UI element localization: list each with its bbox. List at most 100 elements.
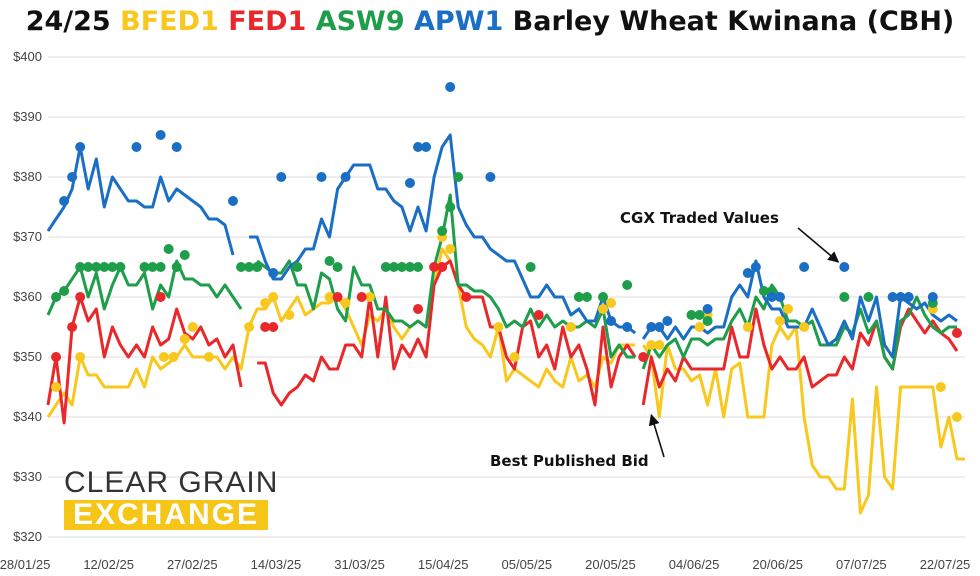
x-tick-label: 31/03/25 (334, 557, 385, 572)
traded-value-dot (445, 244, 456, 254)
traded-value-dot (51, 352, 62, 362)
traded-value-dot (316, 172, 327, 182)
title-part-0: 24/25 (25, 6, 121, 37)
traded-value-dot (332, 262, 343, 272)
traded-value-dot (903, 292, 914, 302)
traded-value-dot (131, 142, 142, 152)
traded-value-dot (244, 262, 255, 272)
x-axis: 28/01/25 12/02/25 27/02/25 14/03/25 31/03/25… (0, 557, 970, 572)
traded-value-dot (453, 172, 464, 182)
traded-value-dot (951, 328, 962, 338)
traded-value-dot (268, 268, 279, 278)
traded-value-dot (799, 322, 810, 332)
traded-value-dot (750, 262, 761, 272)
traded-value-dot (662, 316, 673, 326)
traded-value-dot (766, 292, 777, 302)
traded-value-dot (461, 292, 472, 302)
title-part-3: ASW9 (315, 6, 415, 37)
traded-value-dot (276, 172, 287, 182)
traded-value-dot (404, 262, 415, 272)
traded-value-dot (67, 322, 78, 332)
chart-title: 24/25 BFED1 FED1 ASW9 APW1 Barley Wheat … (0, 6, 980, 37)
traded-value-dot (694, 310, 705, 320)
traded-value-dot (646, 340, 657, 350)
traded-value-dot (573, 292, 584, 302)
traded-value-dot (509, 352, 520, 362)
traded-value-dot (91, 262, 102, 272)
traded-value-dot (59, 196, 70, 206)
x-tick-label: 07/07/25 (836, 557, 887, 572)
traded-value-dot (493, 322, 504, 332)
y-axis: $320 $330 $340 $350 $360 $370 $380 $390 $400 (13, 49, 42, 544)
traded-value-dot (356, 292, 367, 302)
y-tick-label: $370 (13, 229, 42, 244)
traded-value-dot (654, 322, 665, 332)
traded-value-dot (260, 298, 271, 308)
traded-value-dot (155, 130, 166, 140)
y-tick-label: $380 (13, 169, 42, 184)
traded-value-dot (67, 172, 78, 182)
traded-value-dot (598, 292, 609, 302)
traded-value-dot (839, 262, 850, 272)
traded-value-dot (429, 262, 440, 272)
clear-grain-exchange-logo: CLEAR GRAIN EXCHANGE (64, 466, 279, 530)
traded-value-dot (413, 304, 424, 314)
traded-value-dot (155, 262, 166, 272)
annotation-cgx-traded: CGX Traded Values (620, 209, 779, 227)
traded-value-dot (895, 292, 906, 302)
traded-value-dot (380, 262, 391, 272)
traded-value-dot (340, 298, 351, 308)
traded-value-dot (799, 262, 810, 272)
x-tick-label: 28/01/25 (0, 557, 50, 572)
x-tick-label: 05/05/25 (502, 557, 553, 572)
traded-value-dot (75, 352, 86, 362)
traded-value-dot (59, 286, 70, 296)
traded-value-dot (445, 82, 456, 92)
traded-value-dot (284, 310, 295, 320)
y-tick-label: $330 (13, 469, 42, 484)
annotation-best-bid: Best Published Bid (490, 452, 649, 470)
traded-value-dot (51, 382, 62, 392)
traded-value-dot (268, 292, 279, 302)
x-tick-label: 04/06/25 (669, 557, 720, 572)
traded-value-dot (525, 262, 536, 272)
traded-value-dot (115, 262, 126, 272)
traded-value-dot (155, 292, 166, 302)
x-tick-label: 20/05/25 (585, 557, 636, 572)
traded-value-dot (171, 262, 182, 272)
traded-value-dot (758, 286, 769, 296)
traded-value-dot (437, 262, 448, 272)
traded-value-dot (179, 334, 190, 344)
traded-value-dot (581, 292, 592, 302)
traded-value-dot (413, 262, 424, 272)
traded-value-dot (340, 172, 351, 182)
traded-value-dot (839, 292, 850, 302)
traded-value-dot (324, 256, 335, 266)
traded-value-dot (292, 262, 303, 272)
traded-value-dot (260, 322, 271, 332)
traded-value-dot (99, 262, 110, 272)
traded-value-dot (388, 262, 399, 272)
title-part-2: FED1 (228, 6, 316, 37)
traded-value-dot (935, 382, 946, 392)
y-tick-label: $400 (13, 49, 42, 64)
traded-value-dot (622, 322, 633, 332)
traded-value-dot (783, 304, 794, 314)
traded-value-dot (606, 298, 617, 308)
traded-value-dot (445, 202, 456, 212)
traded-value-dot (168, 352, 179, 362)
traded-value-dot (533, 310, 544, 320)
x-tick-label: 22/07/25 (920, 557, 971, 572)
traded-value-dot (646, 322, 657, 332)
traded-value-dot (187, 322, 198, 332)
traded-value-dot (332, 292, 343, 302)
x-tick-label: 15/04/25 (418, 557, 469, 572)
logo-line1: CLEAR GRAIN (64, 466, 279, 499)
traded-value-dot (437, 226, 448, 236)
traded-value-dot (83, 262, 94, 272)
traded-value-dot (51, 292, 62, 302)
annotation-arrow-bid (648, 413, 665, 458)
series-group (46, 82, 965, 515)
traded-value-dot (171, 142, 182, 152)
